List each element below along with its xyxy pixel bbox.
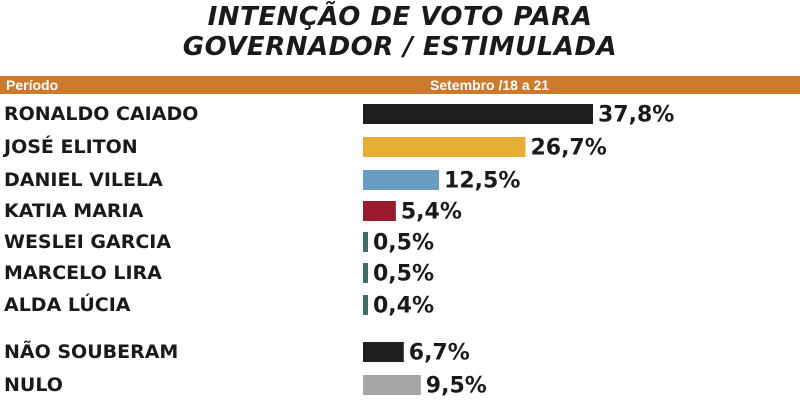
chart-title: INTENÇÃO DE VOTO PARA GOVERNADOR / ESTIM… (0, 2, 800, 62)
period-value: Setembro /18 a 21 (430, 77, 550, 93)
period-label: Período (6, 77, 59, 93)
bar-weslei-garcia (363, 232, 368, 252)
bar-jose-eliton (363, 137, 526, 157)
category-label-alda-lucia: ALDA LÚCIA (4, 292, 131, 316)
bar-nulo (363, 375, 421, 395)
category-label-nulo: NULO (4, 374, 63, 396)
value-label-daniel-vilela: 12,5% (444, 169, 520, 194)
bar-katia-maria (363, 201, 396, 221)
category-label-katia-maria: KATIA MARIA (4, 200, 144, 222)
value-label-ronaldo-caiado: 37,8% (598, 103, 674, 128)
bar-nao-souberam (363, 342, 404, 362)
value-label-nao-souberam: 6,7% (409, 341, 470, 366)
category-label-weslei-garcia: WESLEI GARCIA (4, 231, 171, 253)
category-label-nao-souberam: NÃO SOUBERAM (4, 339, 178, 363)
value-label-marcelo-lira: 0,5% (373, 262, 434, 287)
chart-title-line1: INTENÇÃO DE VOTO PARA (207, 2, 593, 32)
period-header-band: Período Setembro /18 a 21 (0, 76, 800, 94)
bar-ronaldo-caiado (363, 104, 593, 124)
category-label-marcelo-lira: MARCELO LIRA (4, 262, 162, 284)
value-label-jose-eliton: 26,7% (530, 136, 606, 161)
category-label-jose-eliton: JOSÉ ELITON (2, 135, 138, 158)
bar-daniel-vilela (363, 170, 440, 190)
value-label-alda-lucia: 0,4% (373, 294, 434, 319)
bar-alda-lucia (363, 295, 368, 315)
value-label-weslei-garcia: 0,5% (373, 231, 434, 256)
bar-marcelo-lira (363, 263, 368, 283)
value-label-katia-maria: 5,4% (401, 200, 462, 225)
chart-title-line2: GOVERNADOR / ESTIMULADA (182, 32, 618, 62)
category-label-ronaldo-caiado: RONALDO CAIADO (4, 103, 198, 125)
category-label-daniel-vilela: DANIEL VILELA (4, 169, 163, 191)
value-label-nulo: 9,5% (426, 374, 487, 399)
